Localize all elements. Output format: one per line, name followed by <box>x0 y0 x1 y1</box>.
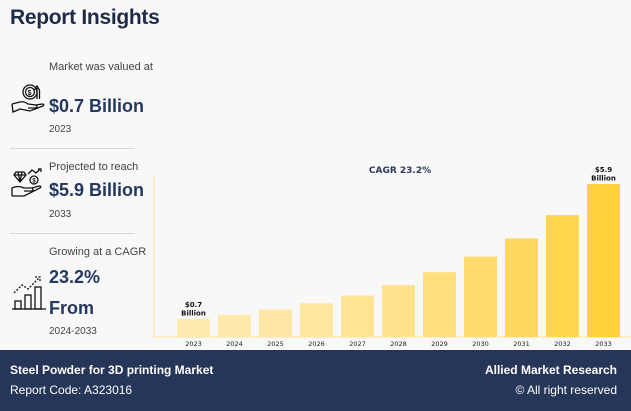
stat-value: $0.7 Billion <box>49 96 145 116</box>
stat-value: $5.9 Billion <box>49 180 145 200</box>
x-tick-label: 2024 <box>226 340 243 348</box>
bar-2033 <box>587 184 620 337</box>
money-in-hand-icon: $ <box>11 84 45 113</box>
stat-market-value: $ Market was valued at $0.7 Billion 2023 <box>10 58 164 148</box>
bar-2032 <box>546 215 579 337</box>
report-name: Steel Powder for 3D printing Market <box>10 363 214 377</box>
divider <box>10 148 135 149</box>
report-code: Report Code: A323016 <box>10 383 133 397</box>
x-tick-label: 2029 <box>431 340 448 348</box>
x-tick-label: 2028 <box>390 340 407 348</box>
data-label: Billion <box>181 309 206 317</box>
x-tick-label: 2027 <box>349 340 366 348</box>
svg-text:$: $ <box>32 179 36 185</box>
stat-value: 23.2% <box>49 267 101 287</box>
x-tick-label: 2031 <box>513 340 530 348</box>
x-tick-label: 2030 <box>472 340 489 348</box>
bar-2030 <box>464 256 497 337</box>
bar-2027 <box>341 295 374 337</box>
stat-value-from: From <box>49 298 94 318</box>
data-label: $5.9 <box>595 166 612 174</box>
bar-2025 <box>259 309 292 337</box>
x-tick-label: 2025 <box>267 340 284 348</box>
company-name: Allied Market Research <box>484 363 617 377</box>
stat-label: Market was valued at <box>49 61 153 73</box>
stat-cagr: Growing at a CAGR 23.2% From 2024-2033 <box>10 243 164 343</box>
stat-label: Growing at a CAGR <box>49 246 147 258</box>
stat-year-range: 2024-2033 <box>49 326 97 337</box>
divider <box>10 233 135 234</box>
footer: Steel Powder for 3D printing Market Repo… <box>0 350 631 411</box>
bar-2023 <box>177 318 210 337</box>
page-title: Report Insights <box>10 6 160 29</box>
x-tick-label: 2023 <box>185 340 202 348</box>
x-tick-label: 2026 <box>308 340 325 348</box>
data-label: Billion <box>591 175 616 183</box>
chart-title: CAGR 23.2% <box>369 166 431 176</box>
copyright: © All right reserved <box>515 383 617 397</box>
svg-text:$: $ <box>28 90 32 97</box>
bar-2029 <box>423 272 456 337</box>
market-bar-chart: CAGR 23.2% 2023 2024 2025 2026 2027 2028 2029 2… <box>153 166 631 348</box>
bar-2031 <box>505 238 538 337</box>
x-tick-label: 2032 <box>554 340 571 348</box>
bar-2028 <box>382 285 415 337</box>
bar-2024 <box>218 314 251 337</box>
stat-year: 2033 <box>49 209 72 220</box>
diamond-money-hand-icon: $ <box>11 168 42 197</box>
stat-projected-value: $ Projected to reach $5.9 Billion 2033 <box>10 158 164 228</box>
stat-year: 2023 <box>49 124 72 135</box>
bar-2026 <box>300 303 333 337</box>
x-tick-label: 2033 <box>595 340 612 348</box>
data-label: $0.7 <box>185 301 202 309</box>
growth-bar-chart-icon <box>12 276 46 310</box>
stat-label: Projected to reach <box>49 161 139 173</box>
